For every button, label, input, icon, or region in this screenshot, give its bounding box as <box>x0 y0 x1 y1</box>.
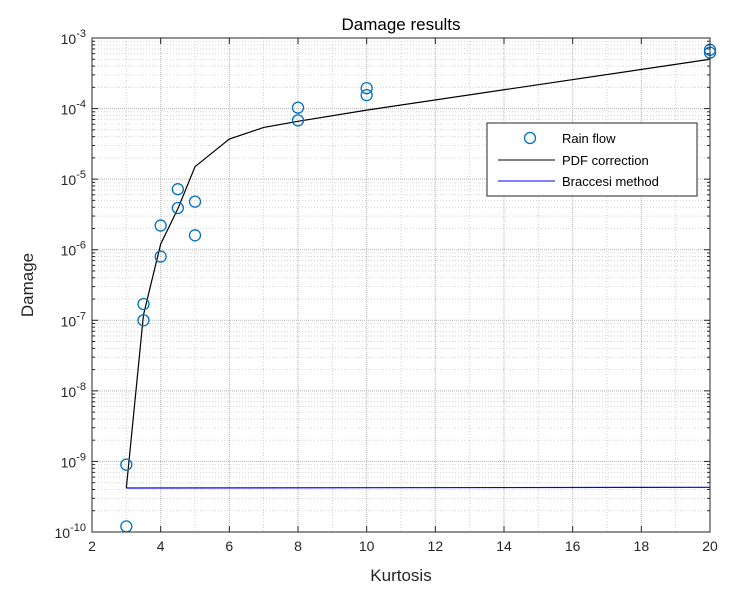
data-point-rain-flow <box>291 101 305 114</box>
axis-ticks <box>91 37 711 533</box>
data-point-rain-flow <box>137 297 150 311</box>
data-point-rain-flow <box>171 201 184 215</box>
data-point-rain-flow <box>291 114 305 127</box>
x-tick-label: 18 <box>634 538 650 554</box>
y-tick-labels: 10-10 10-9 10-8 10-7 10-6 10-5 10-4 10-3 <box>55 28 86 541</box>
y-tick-label: 10-9 <box>61 451 86 470</box>
x-tick-labels: 2 4 6 8 10 12 14 16 18 20 <box>88 538 718 554</box>
legend-marker-rain-flow <box>523 131 537 145</box>
minor-grid <box>92 38 710 532</box>
legend-label-pdf-correction: PDF correction <box>562 153 649 168</box>
data-point-rain-flow <box>188 195 202 208</box>
series-line-braccesi-method <box>126 486 711 489</box>
data-point-rain-flow <box>154 219 167 232</box>
legend-label-braccesi-method: Braccesi method <box>562 174 659 189</box>
x-tick-label: 8 <box>294 538 302 554</box>
y-tick-label: 10-7 <box>61 310 86 329</box>
y-tick-label: 10-10 <box>55 522 86 541</box>
plot-frame <box>91 37 711 533</box>
x-tick-label: 2 <box>88 538 96 554</box>
y-axis-label: Damage <box>18 253 37 317</box>
x-tick-label: 4 <box>157 538 165 554</box>
x-tick-label: 10 <box>359 538 375 554</box>
data-point-rain-flow <box>360 88 373 102</box>
x-tick-label: 12 <box>428 538 444 554</box>
x-tick-label: 6 <box>225 538 233 554</box>
y-tick-label: 10-8 <box>61 381 86 400</box>
data-point-rain-flow <box>137 314 150 327</box>
data-point-rain-flow <box>188 229 202 242</box>
data-point-rain-flow <box>360 81 373 95</box>
y-tick-label: 10-4 <box>61 99 86 118</box>
y-tick-label: 10-5 <box>61 169 86 188</box>
data-point-rain-flow <box>171 183 184 196</box>
data-point-rain-flow <box>120 458 133 471</box>
x-tick-label: 20 <box>702 538 718 554</box>
chart-title: Damage results <box>341 15 460 34</box>
series-line-pdf-correction <box>125 58 711 489</box>
y-tick-label: 10-3 <box>61 28 86 47</box>
x-tick-label: 16 <box>565 538 581 554</box>
y-tick-label: 10-6 <box>61 240 86 259</box>
x-tick-label: 14 <box>496 538 512 554</box>
data-point-rain-flow <box>154 250 167 263</box>
legend-label-rain-flow: Rain flow <box>562 131 616 146</box>
x-axis-label: Kurtosis <box>370 566 431 585</box>
legend: Rain flow PDF correction Braccesi method <box>486 122 698 197</box>
